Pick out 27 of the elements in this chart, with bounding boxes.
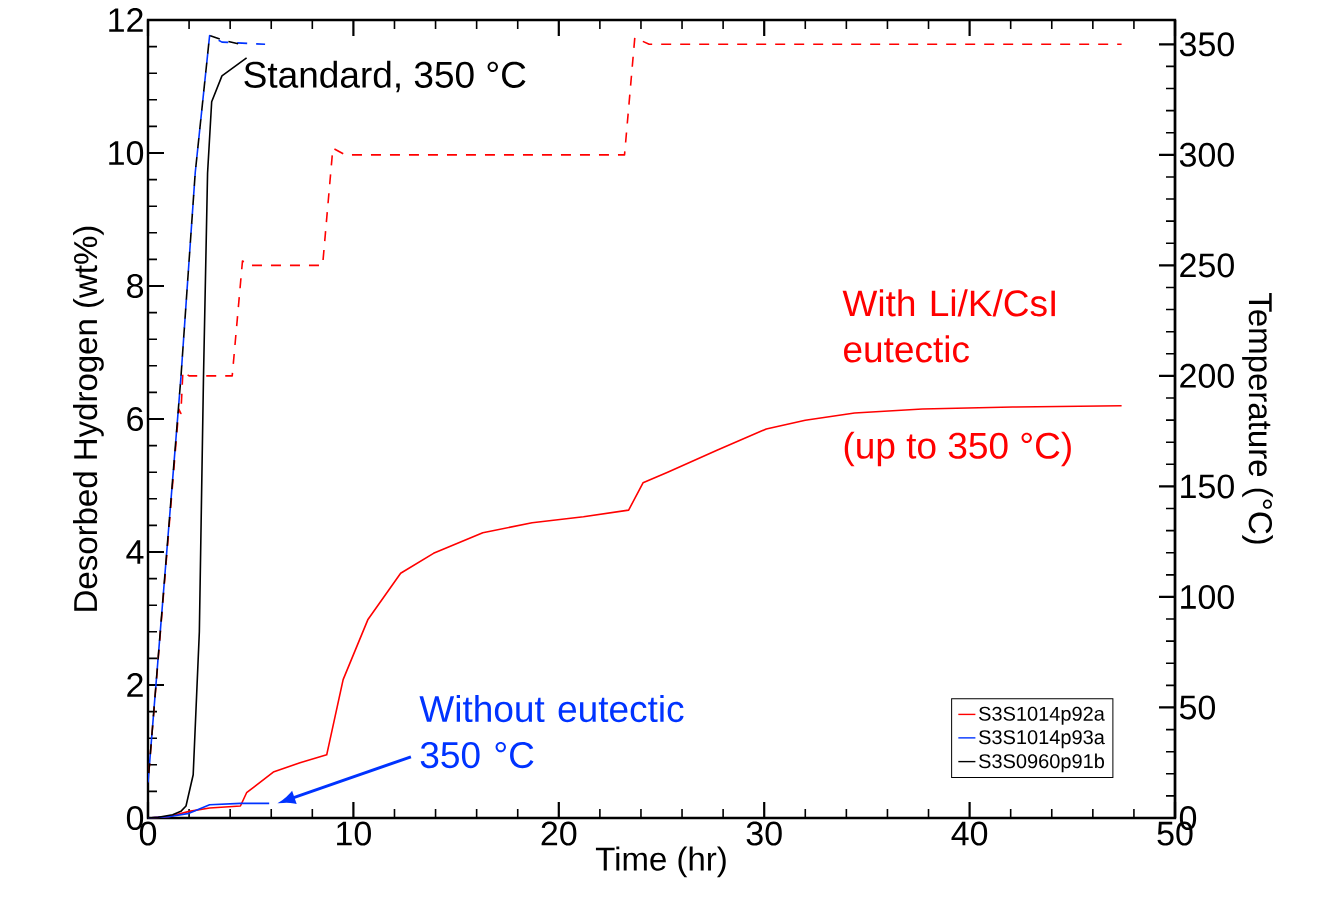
y-axis-title: Desorbed Hydrogen (wt%) bbox=[73, 226, 104, 611]
y2-tick-label: 100 bbox=[1181, 584, 1234, 609]
y2-tick-label: 350 bbox=[1179, 32, 1234, 57]
y-tick-label: 8 bbox=[127, 273, 143, 299]
y2-tick-label: 250 bbox=[1180, 253, 1234, 278]
legend-label: S3S1014p93a bbox=[979, 730, 1105, 749]
annotation: Without eutectic 350 °C bbox=[419, 694, 684, 769]
y2-tick-label: 200 bbox=[1180, 363, 1234, 388]
y-tick-label: 10 bbox=[109, 140, 144, 166]
x-tick-label: 30 bbox=[746, 821, 782, 846]
y-tick-label: 4 bbox=[126, 540, 144, 564]
annotation: Standard, 350 °C bbox=[244, 60, 526, 93]
y2-tick-label: 150 bbox=[1181, 474, 1234, 499]
y-tick-label: 6 bbox=[127, 406, 143, 432]
y-tick-label: 2 bbox=[127, 673, 143, 697]
legend-label: S3S0960p91b bbox=[979, 753, 1105, 773]
annotation: (up to 350 °C) bbox=[844, 431, 1071, 467]
x-axis-title: Time (hr) bbox=[595, 846, 726, 878]
annotation: With Li/K/CsI eutectic bbox=[842, 289, 1055, 363]
legend-label: S3S1014p92a bbox=[979, 706, 1105, 725]
y2-axis-title: Temperature (°C) bbox=[1242, 293, 1273, 544]
y-tick-label: 12 bbox=[109, 8, 143, 32]
x-tick-label: 10 bbox=[337, 821, 371, 846]
y2-tick-label: 50 bbox=[1179, 695, 1216, 720]
y2-tick-label: 300 bbox=[1179, 142, 1234, 167]
x-tick-label: 40 bbox=[951, 821, 988, 846]
x-tick-label: 20 bbox=[541, 821, 577, 846]
